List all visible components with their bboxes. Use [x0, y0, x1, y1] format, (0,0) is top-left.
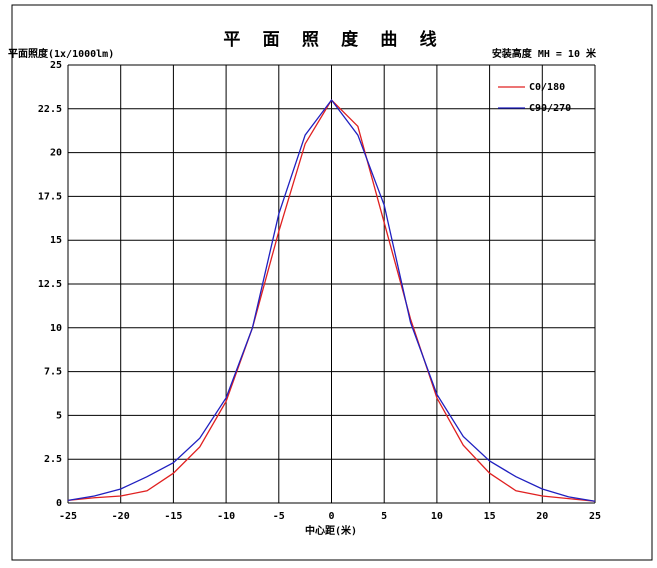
legend-label: C90/270 — [529, 103, 571, 114]
x-tick-label: 25 — [589, 511, 601, 522]
y-tick-label: 12.5 — [38, 279, 62, 290]
x-tick-label: -10 — [217, 511, 235, 522]
y-tick-label: 0 — [56, 498, 62, 509]
y-tick-label: 22.5 — [38, 104, 62, 115]
frame — [11, 4, 653, 561]
chart-title: 平 面 照 度 曲 线 — [223, 29, 442, 50]
x-tick-label: 10 — [431, 511, 443, 522]
y-axis-label: 平面照度(1x/1000lm) — [8, 47, 114, 60]
x-tick-label: -15 — [164, 511, 182, 522]
y-tick-label: 7.5 — [44, 367, 62, 378]
legend-label: C0/180 — [529, 82, 565, 93]
y-tick-label: 17.5 — [38, 191, 62, 202]
x-tick-label: 15 — [484, 511, 496, 522]
y-tick-label: 5 — [56, 410, 62, 421]
y-tick-label: 25 — [50, 60, 62, 71]
x-tick-label: 20 — [536, 511, 548, 522]
y-tick-label: 10 — [50, 323, 62, 334]
x-tick-label: -20 — [112, 511, 130, 522]
x-tick-label: -5 — [273, 511, 285, 522]
x-tick-label: 5 — [381, 511, 387, 522]
y-tick-label: 20 — [50, 148, 62, 159]
x-tick-label: 0 — [328, 511, 334, 522]
x-axis-label: 中心距(米) — [305, 524, 357, 537]
data-line — [67, 98, 596, 502]
subtitle: 安装高度 MH = 10 米 — [492, 47, 597, 60]
y-tick-label: 2.5 — [44, 454, 62, 465]
y-tick-label: 15 — [50, 235, 62, 246]
x-tick-label: -25 — [59, 511, 77, 522]
